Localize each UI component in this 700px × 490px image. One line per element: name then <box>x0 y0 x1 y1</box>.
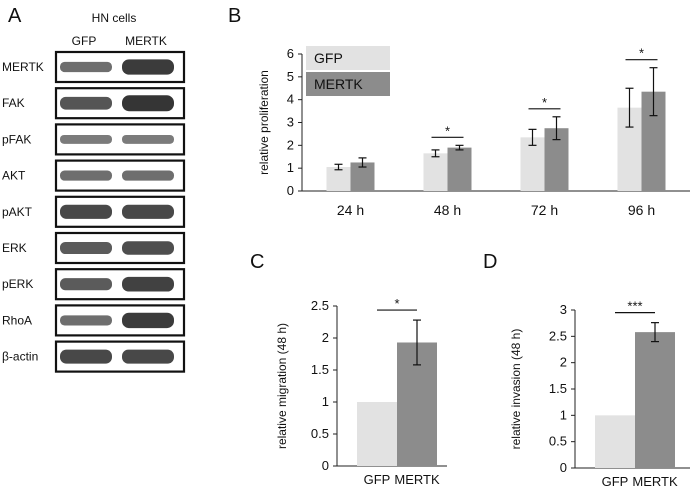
chart-proliferation: 0 1 2 3 4 5 6 relative proliferation 24 h 48 h 72 … <box>257 46 690 218</box>
blot-band-gfp <box>60 315 112 326</box>
y-tick-label: 1 <box>560 407 567 422</box>
x-tick-label: 48 h <box>434 202 461 218</box>
chart-migration: 0 0.5 1 1.5 2 2.5 relative migration (48 h) GFP… <box>275 296 447 487</box>
blot-row-label: pERK <box>2 277 33 291</box>
panel-label-b: B <box>228 5 241 27</box>
significance-marker: *** <box>627 299 642 314</box>
bar-gfp <box>357 402 397 466</box>
x-tick-label: MERTK <box>632 474 678 489</box>
western-blot: HN cells GFP MERTK MERTK FAK pFAK AKT pAKT ER… <box>2 11 186 373</box>
y-tick-label: 2.5 <box>311 298 329 313</box>
y-tick-label: 0.5 <box>549 434 567 449</box>
y-tick-label: 1.5 <box>549 381 567 396</box>
y-tick-label: 1 <box>287 160 294 175</box>
panel-label-a: A <box>8 5 22 27</box>
y-tick-label: 1.5 <box>311 362 329 377</box>
x-tick-label: MERTK <box>394 472 440 487</box>
blot-band-mertk <box>122 241 174 255</box>
y-tick-label: 5 <box>287 69 294 84</box>
blot-band-mertk <box>122 204 174 219</box>
legend-swatch <box>306 72 390 96</box>
y-tick-label: 3 <box>560 302 567 317</box>
blot-band-mertk <box>122 134 174 144</box>
x-tick-label: GFP <box>364 472 391 487</box>
y-tick-label: 0 <box>287 183 294 198</box>
blot-band-gfp <box>60 241 112 255</box>
y-axis-label: relative invasion (48 h) <box>509 329 523 450</box>
significance-marker: * <box>394 296 399 311</box>
y-tick-label: 0 <box>322 458 329 473</box>
blot-band-gfp <box>60 96 112 110</box>
significance-marker: * <box>542 95 547 110</box>
x-tick-label: GFP <box>602 474 629 489</box>
legend-swatch <box>306 46 390 70</box>
blot-row-label: β-actin <box>2 350 38 364</box>
y-axis-label: relative migration (48 h) <box>275 323 289 449</box>
bar-gfp <box>423 153 448 191</box>
blot-band-gfp <box>60 134 112 144</box>
significance-marker: * <box>445 123 450 138</box>
blot-band-mertk <box>122 312 174 329</box>
y-tick-label: 4 <box>287 92 294 107</box>
blot-row-label: MERTK <box>2 60 44 74</box>
blot-lane-mertk: MERTK <box>125 34 167 48</box>
blot-band-mertk <box>122 59 174 75</box>
blot-band-mertk <box>122 95 174 112</box>
legend-label: GFP <box>314 50 343 66</box>
blot-band-mertk <box>122 170 174 181</box>
blot-lane-gfp: GFP <box>72 34 97 48</box>
y-tick-label: 2 <box>322 330 329 345</box>
y-tick-label: 2.5 <box>549 328 567 343</box>
bar-mertk <box>447 147 472 191</box>
x-tick-label: 96 h <box>628 202 655 218</box>
blot-band-gfp <box>60 170 112 181</box>
y-tick-label: 2 <box>560 355 567 370</box>
blot-row-label: RhoA <box>2 313 32 327</box>
y-tick-label: 0 <box>560 460 567 475</box>
y-tick-label: 1 <box>322 394 329 409</box>
blot-row-label: pFAK <box>2 132 31 146</box>
blot-band-mertk <box>122 349 174 364</box>
y-tick-label: 0.5 <box>311 426 329 441</box>
bar-mertk <box>635 332 675 468</box>
legend-label: MERTK <box>314 76 363 92</box>
bar-gfp <box>326 167 351 191</box>
blot-band-gfp <box>60 204 112 219</box>
chart-invasion: 0 0.5 1 1.5 2 2.5 3 relative invasion (48 h) GFP… <box>509 299 690 489</box>
blot-header: HN cells <box>92 11 137 25</box>
blot-band-gfp <box>60 61 112 73</box>
blot-row-label: pAKT <box>2 205 33 219</box>
panel-label-d: D <box>483 251 497 273</box>
panel-label-c: C <box>250 251 264 273</box>
bar-gfp <box>595 415 635 468</box>
y-tick-label: 3 <box>287 115 294 130</box>
x-tick-label: 72 h <box>531 202 558 218</box>
significance-marker: * <box>639 46 644 61</box>
blot-band-gfp <box>60 349 112 364</box>
blot-band-mertk <box>122 276 174 292</box>
blot-band-gfp <box>60 278 112 291</box>
y-tick-label: 6 <box>287 46 294 61</box>
bar-gfp <box>520 137 545 191</box>
blot-row-label: ERK <box>2 241 27 255</box>
blot-row-label: FAK <box>2 96 25 110</box>
y-axis-label: relative proliferation <box>257 70 271 175</box>
y-tick-label: 2 <box>287 137 294 152</box>
x-tick-label: 24 h <box>337 202 364 218</box>
blot-row-label: AKT <box>2 169 26 183</box>
